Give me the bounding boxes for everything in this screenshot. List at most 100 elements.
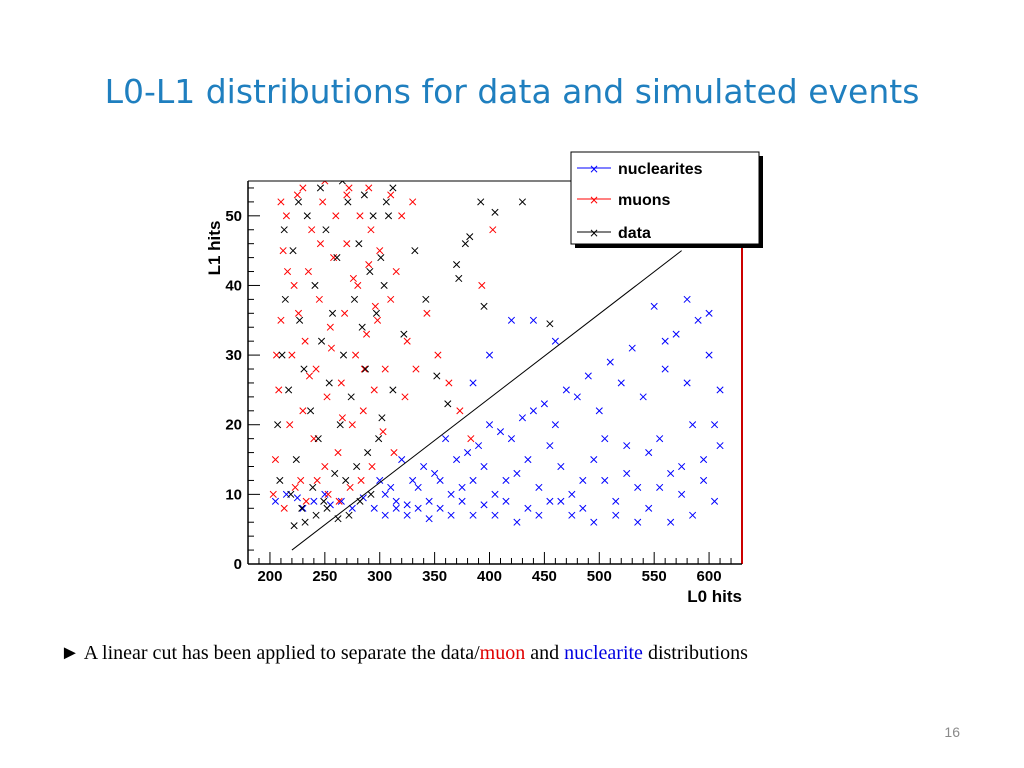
data-point	[301, 518, 309, 526]
data-point	[453, 455, 461, 464]
data-point	[322, 226, 330, 234]
data-point	[455, 274, 463, 283]
data-point	[546, 442, 554, 450]
data-point	[623, 442, 631, 450]
data-point	[358, 323, 366, 331]
data-point	[461, 240, 469, 248]
data-point	[716, 386, 724, 394]
series-data	[274, 181, 554, 530]
data-point	[371, 302, 379, 310]
data-point	[458, 497, 466, 505]
data-point	[650, 302, 658, 310]
data-point	[667, 469, 675, 478]
data-point	[392, 267, 400, 276]
data-point	[359, 407, 367, 415]
data-point	[628, 344, 636, 352]
data-point	[378, 414, 386, 422]
data-point	[296, 316, 304, 324]
series-nuclearites	[271, 295, 724, 526]
data-point	[346, 483, 354, 491]
legend-box	[570, 151, 760, 245]
data-point	[321, 462, 329, 471]
data-point	[279, 247, 287, 255]
data-point	[447, 511, 455, 519]
x-tick-label: 550	[642, 568, 667, 585]
data-point	[297, 476, 305, 484]
data-point	[343, 240, 351, 248]
data-point	[601, 435, 609, 443]
data-point	[689, 511, 697, 519]
legend-label-data: data	[618, 225, 651, 242]
data-point	[335, 497, 343, 505]
data-point	[354, 281, 362, 290]
data-point	[376, 247, 384, 255]
data-point	[456, 407, 464, 415]
data-point	[290, 281, 298, 290]
legend-item-nuclearites: × nuclearites	[577, 161, 703, 178]
data-point	[387, 483, 395, 491]
x-tick-label: 450	[532, 568, 557, 585]
data-point	[436, 476, 444, 484]
data-point	[489, 226, 497, 234]
data-point	[661, 365, 669, 373]
data-point	[290, 522, 298, 530]
data-point	[469, 476, 477, 484]
data-point	[453, 261, 461, 269]
data-point	[645, 449, 653, 457]
data-point	[436, 504, 444, 512]
data-point	[390, 449, 398, 457]
data-point	[656, 483, 664, 491]
data-point	[336, 421, 344, 429]
data-point	[366, 267, 374, 276]
data-point	[315, 295, 323, 303]
data-point	[337, 497, 345, 505]
data-point	[382, 198, 390, 206]
data-point	[480, 501, 488, 509]
legend-label-muons: muons	[618, 192, 671, 209]
data-point	[360, 365, 368, 373]
series-muons	[269, 181, 497, 512]
data-point	[464, 449, 472, 457]
data-point	[298, 504, 306, 512]
data-point	[431, 469, 439, 478]
data-point	[442, 435, 450, 443]
data-point	[422, 295, 430, 303]
x-tick-label: 600	[697, 568, 722, 585]
data-point	[381, 365, 389, 373]
data-point	[467, 435, 475, 443]
data-point	[485, 351, 494, 359]
data-point	[310, 497, 318, 505]
data-point	[389, 184, 397, 192]
data-point	[485, 421, 494, 429]
data-point	[299, 504, 307, 512]
caption-nuclearite-word: nuclearite	[564, 642, 643, 664]
data-point	[387, 295, 395, 303]
data-point	[425, 497, 433, 505]
data-point	[398, 455, 406, 464]
data-point	[311, 281, 319, 290]
data-point	[376, 476, 384, 484]
data-point	[403, 337, 411, 345]
data-point	[274, 421, 282, 429]
data-point	[312, 511, 320, 519]
caption-text-3: distributions	[642, 642, 748, 664]
data-point	[414, 483, 422, 491]
data-point	[293, 191, 301, 199]
data-point	[345, 511, 353, 519]
data-point	[369, 212, 377, 220]
data-point	[350, 295, 359, 303]
data-point	[590, 455, 598, 464]
data-point	[672, 330, 680, 338]
data-point	[411, 247, 419, 255]
data-point	[535, 511, 543, 519]
data-point	[617, 379, 625, 387]
data-point	[308, 226, 316, 234]
data-point	[317, 337, 326, 345]
data-point	[645, 504, 653, 512]
data-point	[316, 184, 325, 192]
data-point	[469, 511, 477, 519]
data-point	[323, 504, 331, 512]
data-point	[288, 351, 296, 359]
data-point	[299, 184, 307, 192]
data-point	[694, 316, 702, 324]
